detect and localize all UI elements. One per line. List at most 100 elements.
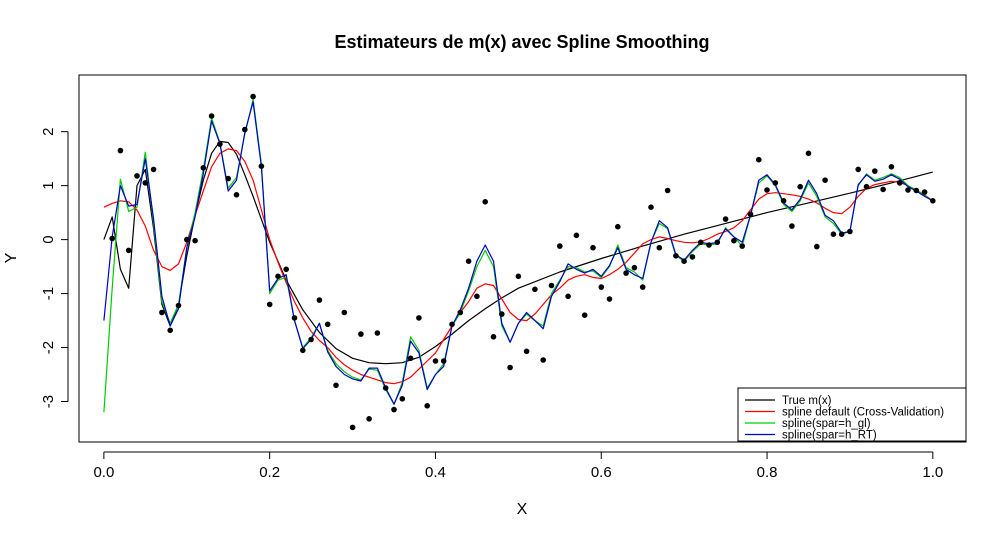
x-tick-label: 0.0 bbox=[93, 464, 114, 481]
chart-title: Estimateurs de m(x) avec Spline Smoothin… bbox=[334, 32, 709, 52]
data-point bbox=[540, 357, 546, 363]
data-point bbox=[333, 382, 339, 389]
y-axis-label: Y bbox=[3, 252, 20, 263]
data-point bbox=[830, 231, 837, 237]
data-point bbox=[324, 321, 331, 328]
data-point bbox=[432, 358, 439, 364]
data-point bbox=[888, 164, 895, 170]
legend-label: spline default (Cross-Validation) bbox=[782, 407, 944, 419]
data-point bbox=[208, 113, 215, 119]
data-point bbox=[341, 309, 348, 316]
data-point bbox=[125, 247, 132, 254]
data-point bbox=[316, 297, 323, 303]
data-point bbox=[523, 348, 530, 355]
data-point bbox=[557, 243, 563, 249]
data-point bbox=[275, 273, 281, 280]
data-point bbox=[706, 242, 712, 248]
series-line-3 bbox=[103, 101, 934, 405]
data-point bbox=[822, 177, 828, 183]
data-point bbox=[407, 355, 414, 362]
series-lines bbox=[103, 98, 934, 413]
data-point bbox=[266, 301, 273, 308]
data-point bbox=[382, 385, 389, 391]
y-tick-label: 1 bbox=[40, 181, 57, 189]
data-point bbox=[714, 239, 721, 246]
data-point bbox=[200, 165, 207, 171]
data-point bbox=[250, 93, 256, 100]
data-point bbox=[175, 302, 182, 309]
data-point bbox=[167, 327, 173, 334]
data-point bbox=[399, 396, 406, 402]
data-point bbox=[233, 192, 240, 198]
data-point bbox=[921, 189, 928, 195]
data-point bbox=[789, 223, 795, 229]
data-point bbox=[258, 163, 265, 169]
data-point bbox=[499, 311, 505, 317]
legend-label: spline(spar=h_gl) bbox=[782, 418, 871, 430]
x-tick-label: 1.0 bbox=[922, 464, 943, 481]
y-axis: -3 -2 -1 0 1 2 bbox=[40, 127, 69, 408]
data-point bbox=[374, 330, 381, 336]
data-point bbox=[722, 216, 729, 222]
legend-label: True m(x) bbox=[782, 395, 832, 407]
data-point bbox=[349, 424, 356, 431]
data-point bbox=[134, 173, 140, 179]
data-point bbox=[681, 258, 687, 265]
data-points bbox=[109, 93, 936, 431]
data-point bbox=[217, 141, 223, 147]
data-point bbox=[291, 315, 298, 321]
data-point bbox=[772, 180, 779, 186]
data-point bbox=[863, 183, 870, 190]
y-tick-label: 2 bbox=[40, 127, 57, 135]
data-point bbox=[590, 244, 596, 251]
y-tick-label: -2 bbox=[40, 341, 57, 354]
data-point bbox=[756, 156, 762, 163]
data-point bbox=[623, 270, 629, 276]
legend-box bbox=[737, 387, 967, 442]
x-axis-label: X bbox=[517, 501, 528, 518]
data-point bbox=[192, 237, 198, 244]
data-point bbox=[847, 228, 853, 235]
data-point bbox=[747, 211, 754, 217]
data-point bbox=[465, 258, 472, 265]
data-point bbox=[242, 126, 248, 133]
legend: True m(x)spline default (Cross-Validatio… bbox=[737, 387, 967, 442]
data-point bbox=[308, 336, 314, 343]
data-point bbox=[739, 243, 745, 249]
data-point bbox=[598, 284, 605, 290]
x-tick-label: 0.6 bbox=[591, 464, 612, 481]
data-point bbox=[457, 309, 464, 316]
data-point bbox=[648, 204, 654, 210]
data-point bbox=[142, 180, 149, 186]
data-point bbox=[548, 282, 555, 289]
data-point bbox=[896, 180, 903, 186]
data-point bbox=[225, 175, 231, 182]
data-point bbox=[689, 254, 696, 260]
data-point bbox=[391, 406, 397, 413]
x-axis: 0.0 0.2 0.4 0.6 0.8 1.0 bbox=[93, 451, 943, 481]
series-line-1 bbox=[103, 148, 934, 385]
y-tick-label: 0 bbox=[40, 235, 57, 243]
data-point bbox=[872, 168, 878, 174]
y-tick-label: -1 bbox=[40, 287, 57, 300]
data-point bbox=[159, 309, 165, 316]
data-point bbox=[482, 199, 489, 205]
data-point bbox=[797, 183, 803, 190]
data-point bbox=[532, 286, 538, 293]
data-point bbox=[639, 284, 646, 290]
data-point bbox=[606, 296, 613, 302]
data-point bbox=[366, 416, 372, 422]
data-point bbox=[109, 235, 115, 242]
data-point bbox=[573, 232, 580, 239]
data-point bbox=[283, 266, 290, 273]
data-point bbox=[150, 166, 157, 173]
data-point bbox=[117, 147, 124, 154]
data-point bbox=[905, 187, 911, 193]
data-point bbox=[764, 187, 770, 193]
data-point bbox=[184, 236, 190, 243]
data-point bbox=[581, 312, 588, 319]
data-point bbox=[855, 166, 861, 173]
y-tick-label: -3 bbox=[40, 395, 57, 408]
data-point bbox=[424, 403, 431, 409]
